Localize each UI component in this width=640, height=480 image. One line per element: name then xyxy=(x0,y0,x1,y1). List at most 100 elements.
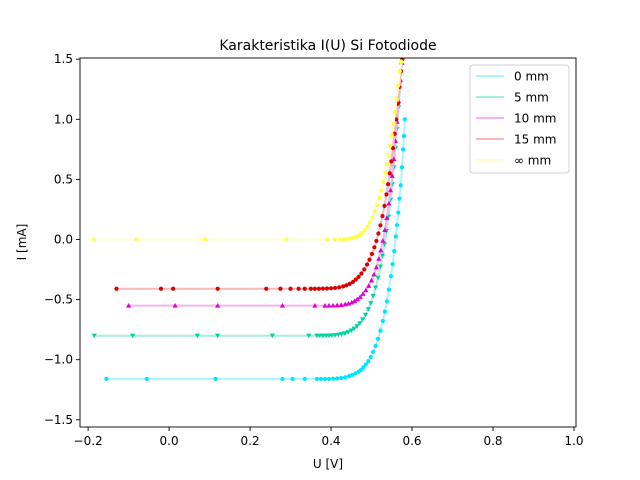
plot-frame xyxy=(79,57,577,428)
data-point xyxy=(360,317,366,323)
y-tick-label: −0.5 xyxy=(44,293,73,307)
data-point xyxy=(391,122,396,127)
data-point xyxy=(330,376,336,381)
data-point xyxy=(338,302,344,307)
data-point xyxy=(324,237,330,242)
data-point xyxy=(380,238,386,243)
data-point xyxy=(332,285,338,291)
data-point xyxy=(312,286,317,291)
data-point xyxy=(375,275,381,281)
data-point xyxy=(389,173,395,178)
data-point xyxy=(377,195,382,201)
data-point xyxy=(215,333,221,339)
data-point xyxy=(356,274,361,279)
y-axis-label: I [mA] xyxy=(15,224,29,261)
data-point xyxy=(318,376,324,382)
data-point xyxy=(354,324,360,329)
data-point xyxy=(338,332,345,337)
x-axis-label: U [V] xyxy=(313,457,343,471)
data-point xyxy=(380,318,385,324)
data-point xyxy=(364,262,370,267)
legend-label: 10 mm xyxy=(514,112,556,126)
data-point xyxy=(375,202,380,207)
data-point xyxy=(342,331,348,336)
data-point xyxy=(296,286,301,291)
data-point xyxy=(347,281,352,286)
legend-label: 15 mm xyxy=(514,133,556,147)
data-point xyxy=(278,286,283,291)
y-tick-label: 0.5 xyxy=(54,172,73,186)
data-point xyxy=(402,117,407,122)
data-point xyxy=(337,285,342,290)
data-point xyxy=(370,215,375,220)
data-point xyxy=(401,134,407,139)
data-point xyxy=(351,298,358,304)
data-point xyxy=(388,274,394,279)
legend-item: 0 mm xyxy=(476,70,549,84)
data-point xyxy=(369,251,375,257)
legend-item: ∞ mm xyxy=(476,154,551,168)
data-point xyxy=(279,303,286,308)
data-point xyxy=(381,179,386,185)
data-point xyxy=(215,286,220,291)
y-tick-label: −1.0 xyxy=(44,353,73,367)
data-point xyxy=(396,210,401,215)
data-point xyxy=(344,283,349,288)
data-point xyxy=(363,362,368,367)
x-tick-label: 0.0 xyxy=(160,434,179,448)
series-2 xyxy=(91,63,405,339)
data-point xyxy=(367,257,372,262)
plot-area xyxy=(91,58,407,382)
data-point xyxy=(264,286,269,291)
data-point xyxy=(351,326,357,332)
data-point xyxy=(353,234,358,239)
data-point xyxy=(91,333,97,339)
x-tick-label: 0.8 xyxy=(483,434,502,448)
data-point xyxy=(343,375,348,380)
data-point xyxy=(284,237,289,242)
data-point xyxy=(339,375,344,381)
data-point xyxy=(370,293,376,299)
data-point xyxy=(387,187,394,193)
data-point xyxy=(392,109,398,115)
data-point xyxy=(269,333,275,339)
data-point xyxy=(383,170,388,175)
y-tick-label: −1.5 xyxy=(44,413,73,427)
data-point xyxy=(328,286,334,291)
data-point xyxy=(114,286,119,291)
data-point xyxy=(368,354,373,360)
data-point xyxy=(372,285,379,291)
x-tick-label: 0.6 xyxy=(402,434,421,448)
data-point xyxy=(390,146,396,151)
data-point xyxy=(353,371,358,376)
data-point xyxy=(398,183,403,188)
data-point xyxy=(347,236,352,241)
axis-ticks: −0.2 0.0 0.2 0.4 0.6 0.8 1.0 −1.5 −1.0 −0.5 0.0 0.5… xyxy=(44,52,584,448)
data-point xyxy=(372,209,377,214)
data-point xyxy=(380,213,385,219)
data-point xyxy=(322,376,328,382)
data-point xyxy=(386,287,392,292)
data-point xyxy=(330,302,336,308)
legend-label: ∞ mm xyxy=(514,154,551,168)
data-point xyxy=(399,165,404,170)
x-tick-label: −0.2 xyxy=(74,434,103,448)
data-point xyxy=(354,296,360,302)
y-tick-label: 1.5 xyxy=(54,52,73,66)
legend-item: 5 mm xyxy=(476,91,549,105)
data-point xyxy=(373,264,379,270)
data-point xyxy=(158,286,164,291)
data-point xyxy=(384,215,390,220)
data-point xyxy=(350,235,355,241)
data-point xyxy=(290,376,295,382)
data-point xyxy=(379,188,384,193)
data-point xyxy=(302,286,307,291)
data-point xyxy=(334,302,340,308)
data-point xyxy=(371,349,376,354)
series-1 xyxy=(104,117,407,382)
data-point xyxy=(329,333,335,339)
data-point xyxy=(386,182,391,187)
y-tick-label: 0.0 xyxy=(54,232,73,246)
data-point xyxy=(353,277,358,282)
